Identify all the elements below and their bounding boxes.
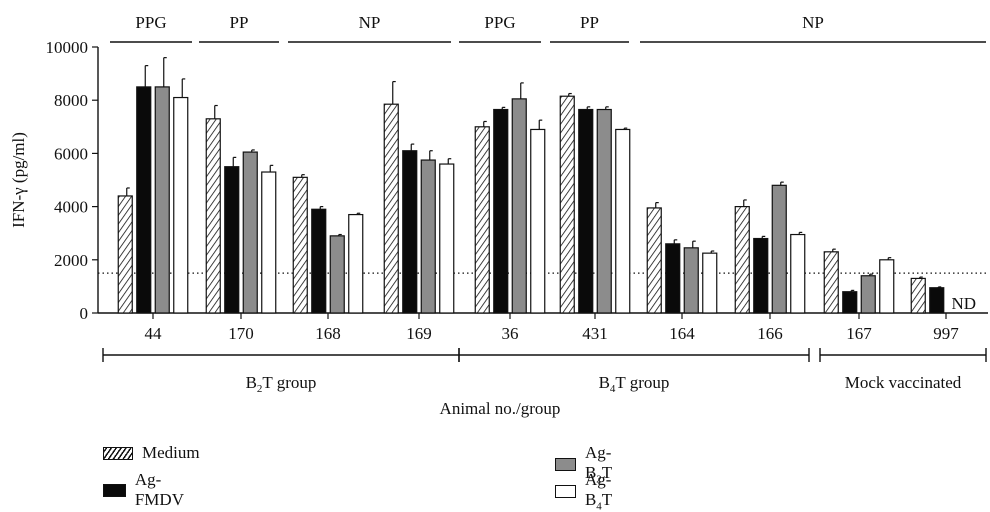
y-axis-label: IFN-γ (pg/ml): [9, 132, 28, 228]
bar-fmdv-167: [842, 291, 858, 314]
x-tick-label: 44: [145, 324, 163, 343]
bar-fmdv-997: [929, 287, 945, 314]
x-tick-label: 431: [582, 324, 608, 343]
x-axis-label: Animal no./group: [440, 399, 561, 418]
bar-medium-167: [823, 251, 839, 314]
bar-fmdv-166: [753, 237, 769, 314]
bar-fmdv-169: [402, 150, 418, 314]
legend-label-medium: Medium: [142, 443, 200, 462]
bar-b2t-169: [420, 159, 436, 314]
bar-fmdv-170: [224, 166, 240, 314]
bar-b2t-166: [771, 184, 787, 314]
bar-medium-431: [559, 95, 575, 314]
bar-medium-164: [646, 207, 662, 314]
bar-b4t-167: [879, 259, 895, 314]
bar-b4t-164: [702, 252, 718, 314]
bar-b2t-36: [511, 98, 527, 314]
ifn-gamma-bar-chart: 0 2000 4000 6000 8000 10000 ND 44 170 168 169 36 43…: [9, 13, 988, 418]
x-tick-label: 166: [757, 324, 783, 343]
bar-medium-36: [474, 126, 490, 314]
bar-b4t-166: [790, 233, 806, 314]
bar-medium-168: [292, 176, 308, 314]
x-tick-label: 997: [933, 324, 959, 343]
x-tick-label: 169: [406, 324, 432, 343]
bar-b2t-431: [596, 108, 612, 314]
legend-item-ag-b4t: Ag-B4T: [555, 470, 621, 512]
x-tick-label: 36: [502, 324, 519, 343]
bar-fmdv-168: [311, 208, 327, 314]
nd-label: ND: [951, 294, 976, 313]
y-tick-label: 4000: [54, 198, 88, 217]
bar-b2t-164: [683, 247, 699, 314]
legend-swatch-ag-fmdv: [103, 483, 126, 497]
bar-b2t-168: [329, 235, 345, 314]
top-label: PP: [230, 13, 249, 32]
bar-medium-166: [734, 206, 750, 314]
x-tick-label: 170: [228, 324, 254, 343]
bar-fmdv-431: [578, 108, 594, 314]
top-label: NP: [802, 13, 824, 32]
x-tick-label: 164: [669, 324, 695, 343]
y-tick-label: 2000: [54, 251, 88, 270]
bar-b4t-36: [530, 128, 546, 314]
bar-fmdv-164: [665, 243, 681, 314]
bar-b2t-167: [860, 275, 876, 314]
x-tick-label: 167: [846, 324, 872, 343]
bar-b2t-44: [154, 86, 170, 314]
group-label: Mock vaccinated: [845, 373, 962, 392]
top-label: NP: [359, 13, 381, 32]
legend-item-ag-b2t: Ag-B2T: [555, 443, 621, 485]
legend-item-ag-fmdv: Ag-FMDV: [103, 470, 191, 510]
bar-b4t-170: [261, 171, 277, 314]
legend-swatch-medium: [103, 446, 133, 460]
top-label: PP: [580, 13, 599, 32]
legend-label-ag-b2t: Ag-B2T: [584, 443, 613, 486]
bar-medium-170: [205, 118, 221, 314]
bar-medium-44: [117, 195, 133, 314]
top-label: PPG: [135, 13, 166, 32]
legend-label-ag-fmdv: Ag-FMDV: [134, 470, 184, 509]
y-tick-label: 0: [80, 304, 89, 323]
bar-b4t-431: [615, 128, 631, 314]
x-tick-label: 168: [315, 324, 341, 343]
bar-medium-169: [383, 103, 399, 314]
group-label: B4T group: [599, 373, 670, 395]
top-label: PPG: [484, 13, 515, 32]
bar-b4t-44: [173, 96, 189, 314]
legend-item-medium: Medium: [103, 443, 200, 463]
y-tick-label: 10000: [46, 38, 89, 57]
bar-b2t-170: [242, 151, 258, 314]
y-tick-label: 8000: [54, 91, 88, 110]
y-tick-label: 6000: [54, 144, 88, 163]
group-label: B2T group: [246, 373, 317, 395]
bar-fmdv-44: [136, 86, 152, 314]
bar-b4t-168: [348, 213, 364, 314]
bar-fmdv-36: [493, 108, 509, 314]
legend-label-ag-b4t: Ag-B4T: [584, 470, 613, 512]
legend-swatch-ag-b2t: [555, 457, 576, 471]
bar-medium-997: [910, 277, 926, 314]
bar-series-layer: [117, 57, 945, 314]
bar-b4t-169: [439, 163, 455, 314]
chart-labels-layer: ND 44 170 168 169 36 431 164 166 167 997 PPG PP NP PPG…: [102, 13, 987, 395]
legend-swatch-ag-b4t: [555, 484, 576, 498]
